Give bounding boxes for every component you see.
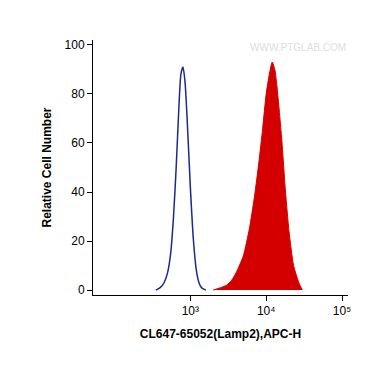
svg-text:20: 20 — [71, 234, 85, 248]
svg-text:80: 80 — [71, 87, 85, 101]
svg-text:40: 40 — [71, 185, 85, 199]
svg-text:CL647-65052(Lamp2),APC-H: CL647-65052(Lamp2),APC-H — [140, 327, 301, 341]
svg-text:10⁴: 10⁴ — [257, 304, 276, 318]
svg-text:0: 0 — [78, 283, 85, 297]
svg-text:WWW.PTGLAB.COM: WWW.PTGLAB.COM — [250, 42, 346, 53]
svg-text:Relative Cell Number: Relative Cell Number — [40, 107, 54, 227]
svg-text:10³: 10³ — [182, 304, 199, 318]
svg-text:10⁵: 10⁵ — [333, 304, 351, 318]
svg-text:100: 100 — [65, 38, 85, 52]
svg-text:60: 60 — [71, 136, 85, 150]
